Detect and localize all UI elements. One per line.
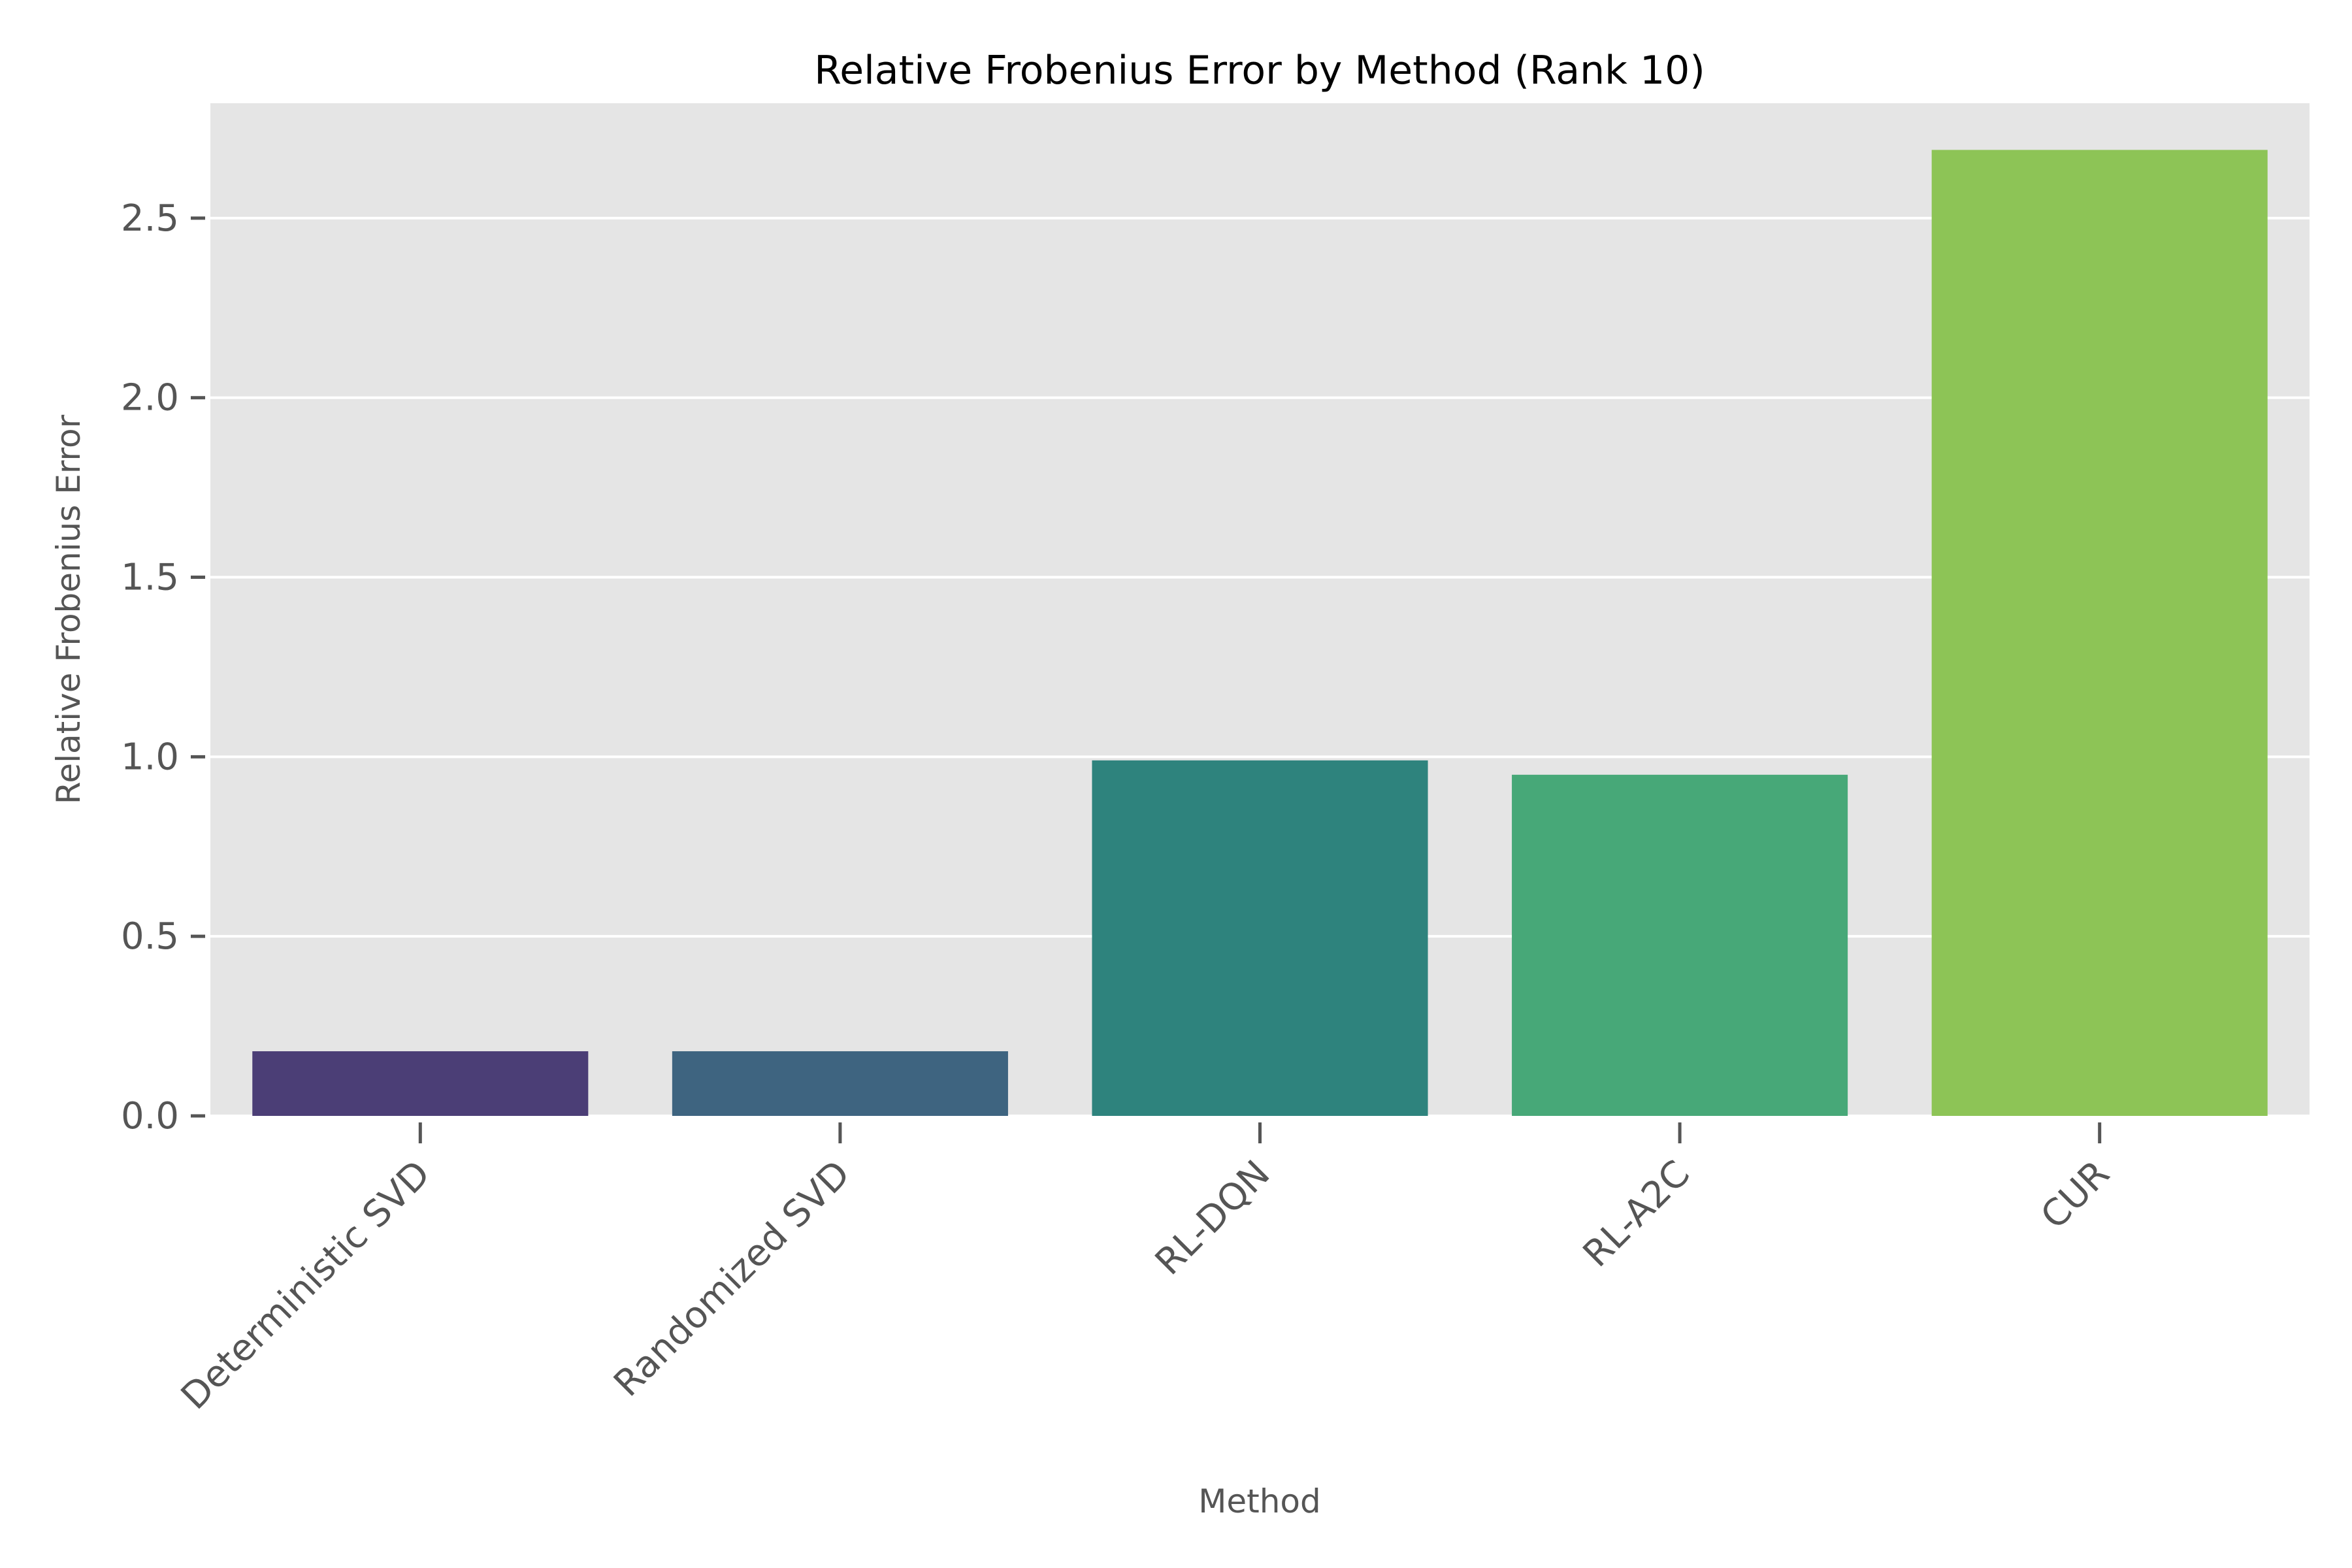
bars [252, 150, 2268, 1117]
y-axis-label: Relative Frobenius Error [50, 414, 88, 804]
bar [1931, 150, 2268, 1117]
y-tick-label: 2.5 [121, 197, 179, 240]
x-tick-label: Randomized SVD [606, 1152, 858, 1405]
bar [1512, 774, 1848, 1116]
x-tick-label: Deterministic SVD [173, 1152, 438, 1418]
x-axis-label: Method [1198, 1482, 1321, 1520]
x-tick-label: CUR [2033, 1152, 2117, 1237]
bar [252, 1051, 589, 1116]
y-tick-label: 2.0 [121, 377, 179, 419]
x-axis: Deterministic SVD Randomized SVD RL-DQN RL-… [173, 1122, 2118, 1418]
bar [1092, 760, 1428, 1116]
chart-title: Relative Frobenius Error by Method (Rank… [814, 48, 1705, 93]
x-tick-label: RL-A2C [1575, 1152, 1698, 1275]
x-tick-label: RL-DQN [1147, 1152, 1278, 1283]
y-axis: 0.0 0.5 1.0 1.5 2.0 2.5 [121, 197, 205, 1137]
y-tick-label: 0.0 [121, 1095, 179, 1137]
y-tick-label: 1.5 [121, 557, 179, 599]
y-tick-label: 0.5 [121, 915, 179, 958]
y-tick-label: 1.0 [121, 736, 179, 778]
bar [672, 1051, 1008, 1116]
